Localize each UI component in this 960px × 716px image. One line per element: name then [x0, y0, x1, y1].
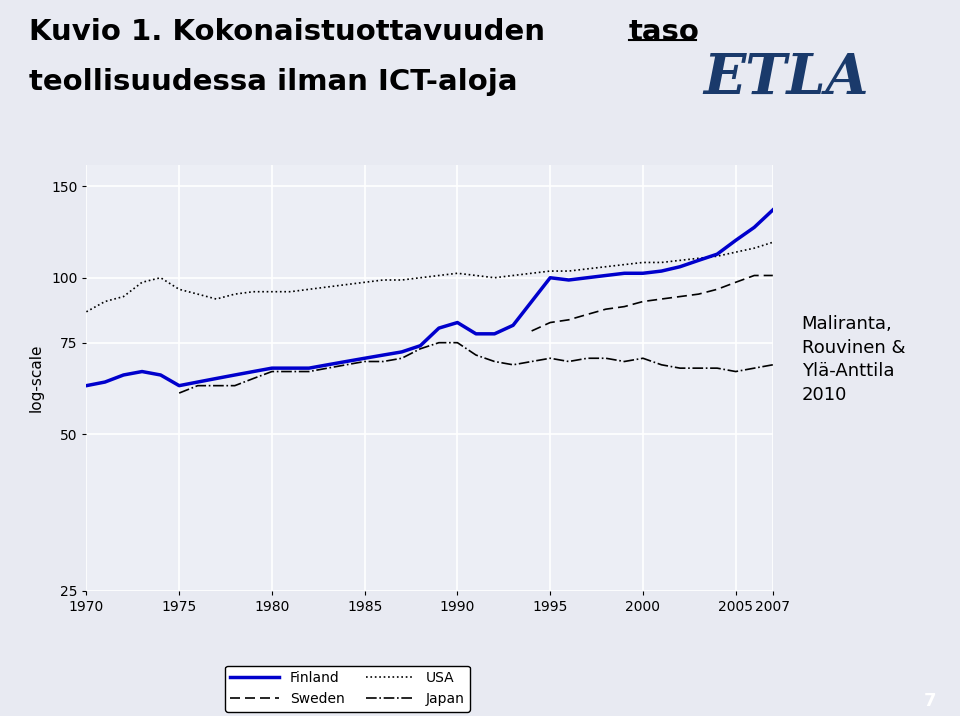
- Text: teollisuudessa ilman ICT-aloja: teollisuudessa ilman ICT-aloja: [29, 68, 517, 96]
- Text: Kuvio 1. Kokonaistuottavuuden: Kuvio 1. Kokonaistuottavuuden: [29, 18, 555, 46]
- Text: 7: 7: [924, 692, 936, 710]
- Y-axis label: log-scale: log-scale: [29, 344, 44, 412]
- Text: taso: taso: [629, 18, 700, 46]
- Text: ETLA: ETLA: [703, 52, 869, 106]
- Text: Maliranta,
Rouvinen &
Ylä-Anttila
2010: Maliranta, Rouvinen & Ylä-Anttila 2010: [802, 315, 905, 404]
- Legend: Finland, Sweden, USA, Japan: Finland, Sweden, USA, Japan: [225, 665, 469, 712]
